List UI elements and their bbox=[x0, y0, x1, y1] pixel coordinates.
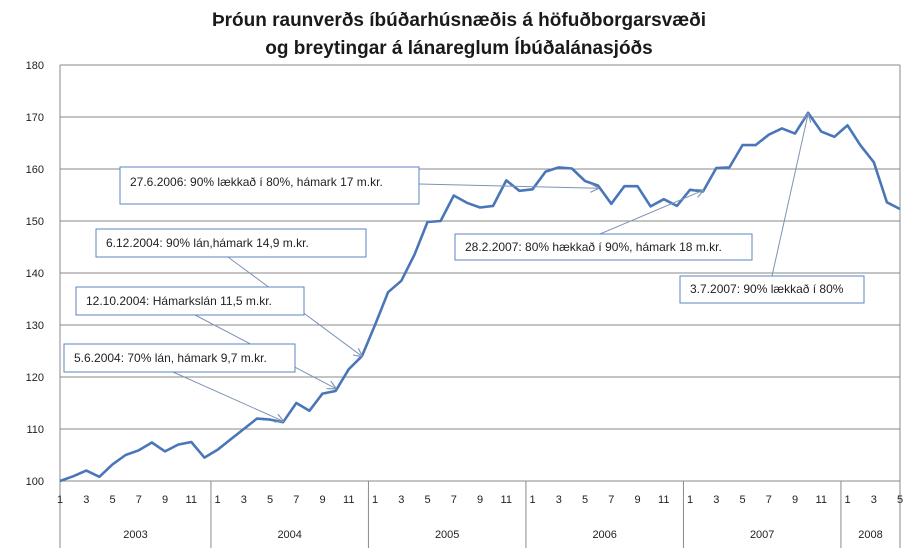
x-tick-label: 1 bbox=[57, 494, 63, 506]
annotation-arrow bbox=[418, 183, 598, 188]
y-tick-label: 150 bbox=[26, 216, 44, 228]
x-tick-label: 1 bbox=[529, 494, 535, 506]
year-label: 2004 bbox=[277, 529, 301, 541]
annotation-label: 5.6.2004: 70% lán, hámark 9,7 m.kr. bbox=[74, 351, 267, 365]
annotation-box bbox=[63, 343, 296, 373]
y-tick-label: 170 bbox=[26, 112, 44, 124]
y-tick-label: 100 bbox=[26, 476, 44, 488]
x-tick-label: 9 bbox=[319, 494, 325, 506]
x-tick-label: 11 bbox=[658, 494, 669, 506]
x-tick-label: 5 bbox=[424, 494, 430, 506]
annotation-box bbox=[95, 228, 367, 258]
chart-title-line-2: og breytingar á lánareglum Íbúðalánasjóð… bbox=[265, 37, 652, 59]
series-layer bbox=[59, 111, 901, 483]
x-tick-label: 3 bbox=[398, 494, 404, 506]
x-tick-label: 3 bbox=[556, 494, 562, 506]
x-tick-label: 5 bbox=[582, 494, 588, 506]
y-tick-label: 130 bbox=[26, 320, 44, 332]
x-tick-label: 7 bbox=[608, 494, 614, 506]
x-tick-label: 11 bbox=[501, 494, 512, 506]
x-tick-label: 7 bbox=[293, 494, 299, 506]
annotation-box bbox=[119, 166, 420, 205]
y-axis: 100 110 120 130 140 150 160 170 180 bbox=[26, 60, 44, 488]
annotations-layer: 27.6.2006: 90% lækkað í 80%, hámark 17 m… bbox=[63, 114, 865, 421]
x-tick-label: 9 bbox=[792, 494, 798, 506]
x-tick-label: 3 bbox=[871, 494, 877, 506]
x-tick-label: 11 bbox=[816, 494, 827, 506]
x-tick-label: 9 bbox=[477, 494, 483, 506]
y-tick-label: 120 bbox=[26, 372, 44, 384]
year-label: 2007 bbox=[750, 529, 774, 541]
annotation-label: 12.10.2004: Hámarkslán 11,5 m.kr. bbox=[86, 294, 272, 308]
x-tick-label: 7 bbox=[451, 494, 457, 506]
year-label: 2003 bbox=[123, 529, 147, 541]
x-tick-label: 5 bbox=[897, 494, 903, 506]
annotation-box bbox=[75, 286, 305, 316]
x-tick-label: 7 bbox=[136, 494, 142, 506]
y-tick-label: 180 bbox=[26, 60, 44, 72]
chart-title-line-1: Þróun raunverðs íbúðarhúsnæðis á höfuðbo… bbox=[212, 10, 706, 31]
annotation-label: 6.12.2004: 90% lán,hámark 14,9 m.kr. bbox=[106, 236, 309, 250]
x-tick-label: 3 bbox=[241, 494, 247, 506]
x-axis: 1 3 5 7 9 11 1 3 5 7 9 11 1 3 5 7 9 11 1 3 5 7 9 11 1 3 5 7 9 11 1 3 520… bbox=[57, 481, 903, 548]
annotation-label: 27.6.2006: 90% lækkað í 80%, hámark 17 m… bbox=[130, 175, 383, 189]
y-tick-label: 110 bbox=[26, 424, 44, 436]
annotation-label: 28.2.2007: 80% hækkað í 90%, hámark 18 m… bbox=[465, 240, 722, 254]
series-line bbox=[59, 111, 901, 483]
x-tick-label: 7 bbox=[766, 494, 772, 506]
annotation-label: 3.7.2007: 90% lækkað í 80% bbox=[690, 282, 844, 296]
annotation-arrow bbox=[172, 371, 283, 421]
y-tick-label: 160 bbox=[26, 164, 44, 176]
x-tick-label: 3 bbox=[713, 494, 719, 506]
x-tick-label: 11 bbox=[186, 494, 197, 506]
annotation-arrow bbox=[599, 190, 703, 235]
annotation-arrow bbox=[771, 114, 808, 277]
x-tick-label: 9 bbox=[634, 494, 640, 506]
x-tick-label: 1 bbox=[844, 494, 850, 506]
x-tick-label: 1 bbox=[214, 494, 220, 506]
x-tick-label: 1 bbox=[372, 494, 378, 506]
x-tick-label: 3 bbox=[83, 494, 89, 506]
x-tick-label: 5 bbox=[267, 494, 273, 506]
year-label: 2005 bbox=[435, 529, 459, 541]
x-tick-label: 1 bbox=[687, 494, 693, 506]
annotation-box bbox=[454, 233, 753, 261]
x-tick-label: 5 bbox=[109, 494, 115, 506]
grid bbox=[59, 64, 901, 482]
x-tick-label: 5 bbox=[739, 494, 745, 506]
year-label: 2008 bbox=[858, 529, 882, 541]
x-tick-label: 9 bbox=[162, 494, 168, 506]
y-tick-label: 140 bbox=[26, 268, 44, 280]
year-label: 2006 bbox=[592, 529, 616, 541]
annotation-box bbox=[679, 275, 865, 304]
x-tick-label: 11 bbox=[343, 494, 354, 506]
